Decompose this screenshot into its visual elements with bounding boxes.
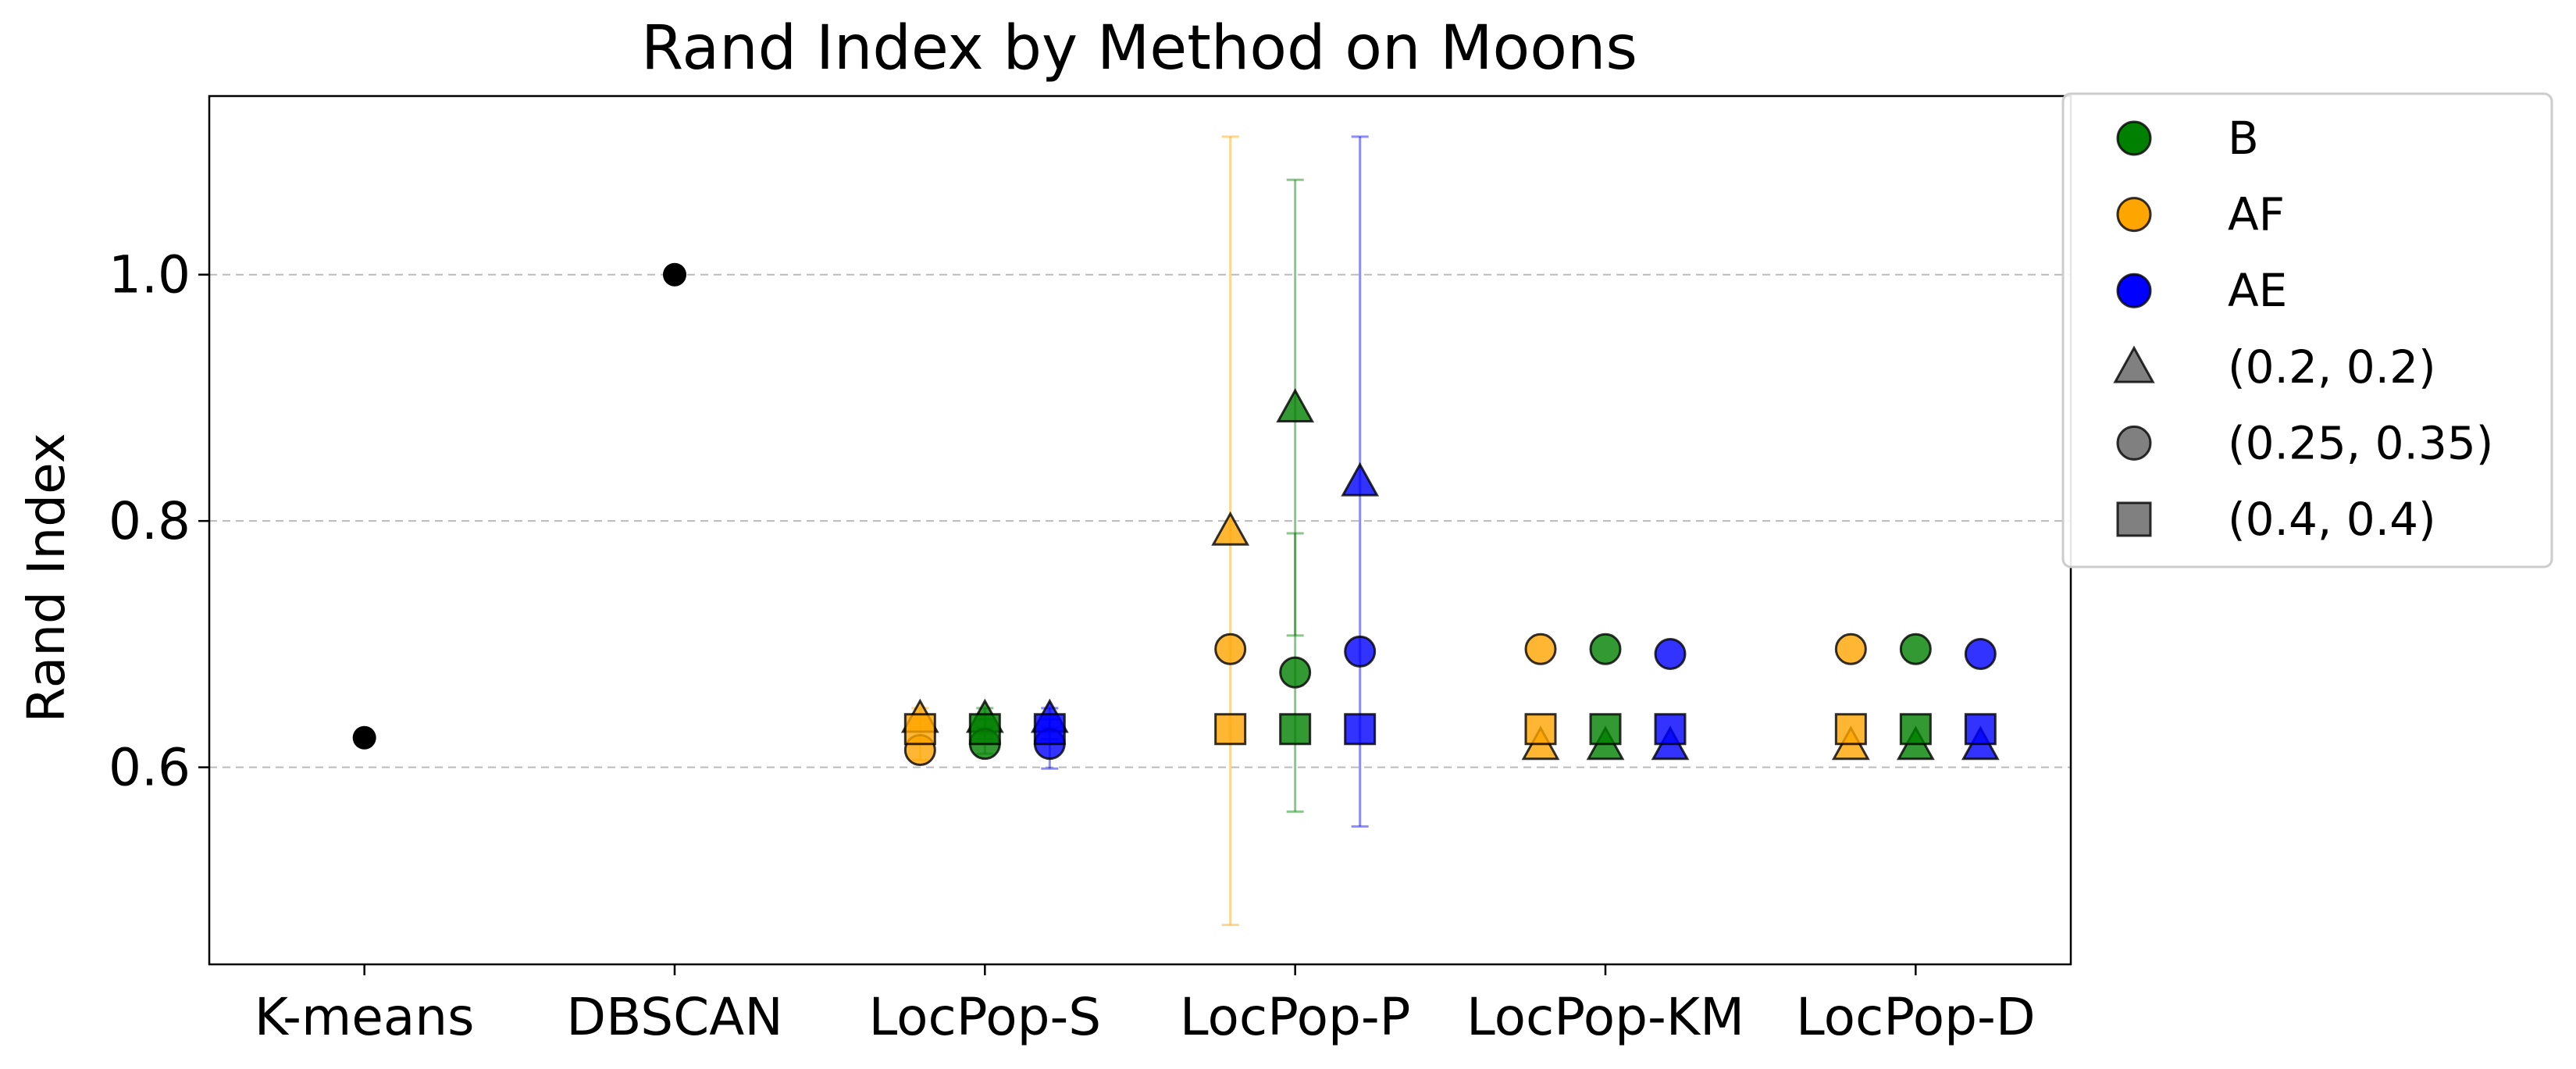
data-point-square <box>1834 713 1867 746</box>
chart-title: Rand Index by Method on Moons <box>641 13 1637 84</box>
data-point-square <box>1654 713 1687 746</box>
data-point-square <box>1344 713 1377 746</box>
legend-marker-circle <box>2116 120 2152 156</box>
data-point-circle <box>1524 632 1557 665</box>
data-point-square <box>1214 713 1247 746</box>
legend-label: (0.2, 0.2) <box>2228 340 2436 394</box>
legend-marker-circle <box>2116 273 2152 308</box>
legend-label: (0.4, 0.4) <box>2228 493 2436 546</box>
data-point-circle <box>1214 632 1247 665</box>
x-tick-label: LocPop-KM <box>1466 987 1744 1047</box>
data-point-square <box>968 713 1001 746</box>
legend-marker-circle <box>2116 197 2152 233</box>
y-tick-label: 0.8 <box>109 491 191 551</box>
data-point-triangle <box>1276 388 1315 423</box>
data-point-circle <box>1589 632 1622 665</box>
x-tick-label: LocPop-S <box>868 987 1101 1047</box>
legend: B AF AE (0.2, 0.2) (0.25, 0.35) (0.4, 0.4) <box>2061 92 2553 568</box>
legend-marker-circle <box>2116 425 2152 461</box>
data-point-circle <box>1344 635 1377 668</box>
data-point-circle <box>1834 632 1867 665</box>
data-point-square <box>1033 713 1066 746</box>
legend-label: (0.25, 0.35) <box>2228 416 2493 469</box>
legend-label: B <box>2228 112 2259 165</box>
grid-layer <box>209 273 2071 768</box>
x-tick-label: DBSCAN <box>566 987 782 1047</box>
y-axis-label: Rand Index <box>16 433 77 722</box>
data-point-circle <box>1279 656 1312 689</box>
data-point-circle <box>1964 638 1997 671</box>
y-tick-label: 1.0 <box>109 245 191 305</box>
legend-marker-triangle <box>2113 345 2155 383</box>
legend-label: AF <box>2228 188 2285 241</box>
legend-label: AE <box>2228 264 2287 317</box>
baseline-point <box>352 725 376 750</box>
data-point-triangle <box>1341 461 1380 497</box>
axis-layer: 0.6 0.8 1.0 K-means DBSCAN LocPop-S LocPop-P Lo… <box>109 245 2036 1047</box>
data-point-square <box>1964 713 1997 746</box>
data-point-square <box>903 713 936 746</box>
data-point-square <box>1899 713 1932 746</box>
data-point-square <box>1589 713 1622 746</box>
legend-marker-square <box>2116 501 2152 537</box>
data-point-circle <box>1654 638 1687 671</box>
data-point-circle <box>1899 632 1932 665</box>
data-point-triangle <box>1211 511 1250 546</box>
marker-layer <box>352 262 2000 767</box>
legend-box <box>2061 92 2553 568</box>
x-tick-label: LocPop-D <box>1796 987 2036 1047</box>
data-point-square <box>1524 713 1557 746</box>
baseline-point <box>663 262 686 287</box>
data-point-square <box>1279 713 1312 746</box>
x-tick-label: K-means <box>255 987 475 1047</box>
x-tick-label: LocPop-P <box>1180 987 1411 1047</box>
y-tick-label: 0.6 <box>109 738 191 798</box>
